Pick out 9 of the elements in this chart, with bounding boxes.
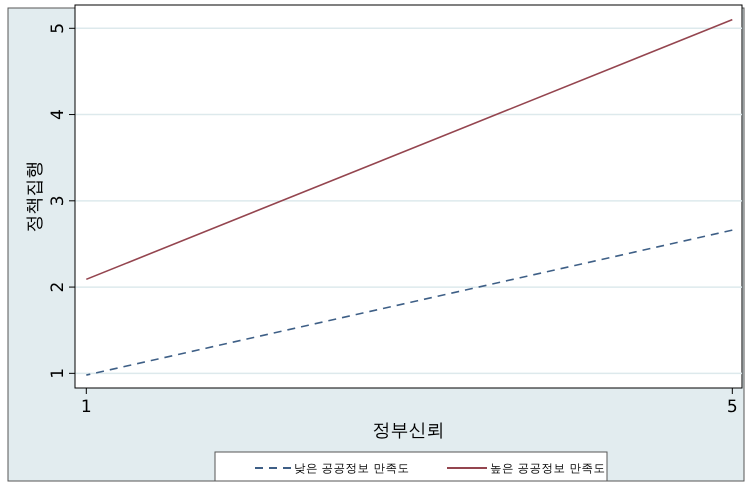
- legend-label: 낮은 공공정보 만족도: [294, 461, 410, 475]
- y-tick-label: 5: [48, 22, 68, 34]
- x-axis-title: 정부신뢰: [372, 420, 444, 441]
- y-axis-title: 정책집행: [24, 160, 45, 232]
- y-tick-label: 2: [48, 282, 68, 292]
- y-tick-label: 4: [48, 109, 68, 120]
- y-tick-label: 1: [48, 368, 68, 379]
- legend-label: 높은 공공정보 만족도: [490, 461, 606, 475]
- y-tick-label: 3: [48, 195, 68, 206]
